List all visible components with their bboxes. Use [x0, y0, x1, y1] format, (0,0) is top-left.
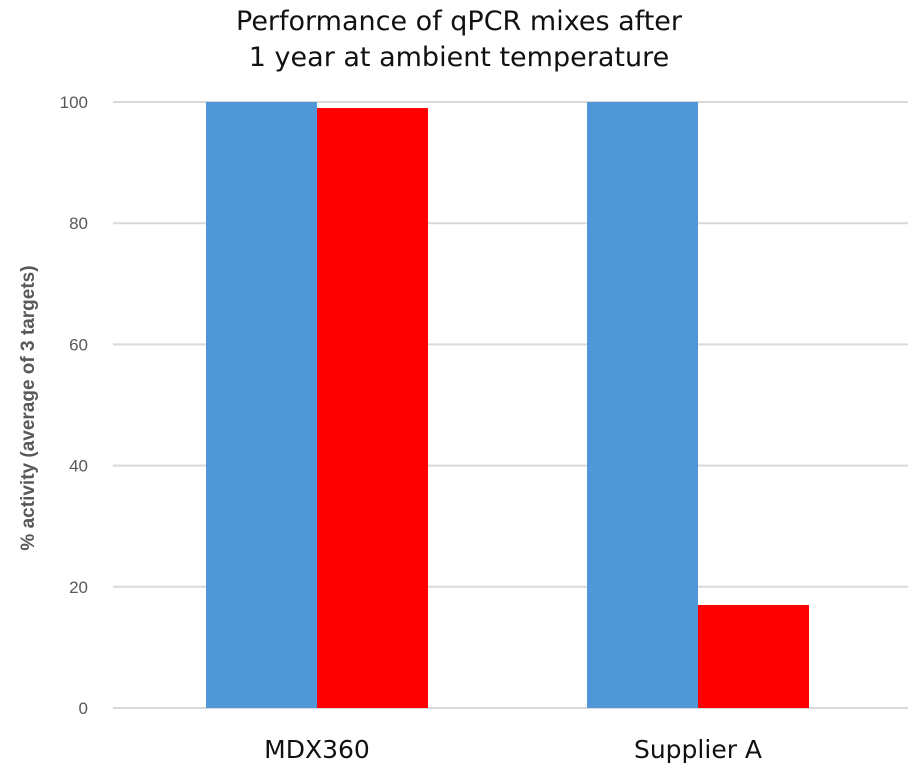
chart-title-line-1: Performance of qPCR mixes after: [236, 6, 682, 37]
y-tick-label: 80: [69, 214, 88, 233]
y-tick-label: 60: [69, 335, 88, 354]
y-tick-label: 100: [60, 93, 88, 112]
y-axis-label: % activity (average of 3 targets): [18, 265, 39, 550]
x-category-label: Supplier A: [634, 735, 762, 764]
y-tick-label: 20: [69, 578, 88, 597]
bar-supplier-a-series-2: [698, 604, 809, 708]
y-tick-label: 40: [69, 457, 88, 476]
y-tick-label: 0: [79, 699, 88, 718]
bar-mdx360-series-2: [317, 108, 428, 708]
bar-supplier-a-series-1: [587, 102, 698, 708]
x-category-label: MDX360: [264, 735, 370, 764]
bar-mdx360-series-1: [206, 102, 317, 708]
chart-title-line-2: 1 year at ambient temperature: [248, 42, 670, 73]
chart-title: Performance of qPCR mixes after 1 year a…: [0, 4, 918, 76]
